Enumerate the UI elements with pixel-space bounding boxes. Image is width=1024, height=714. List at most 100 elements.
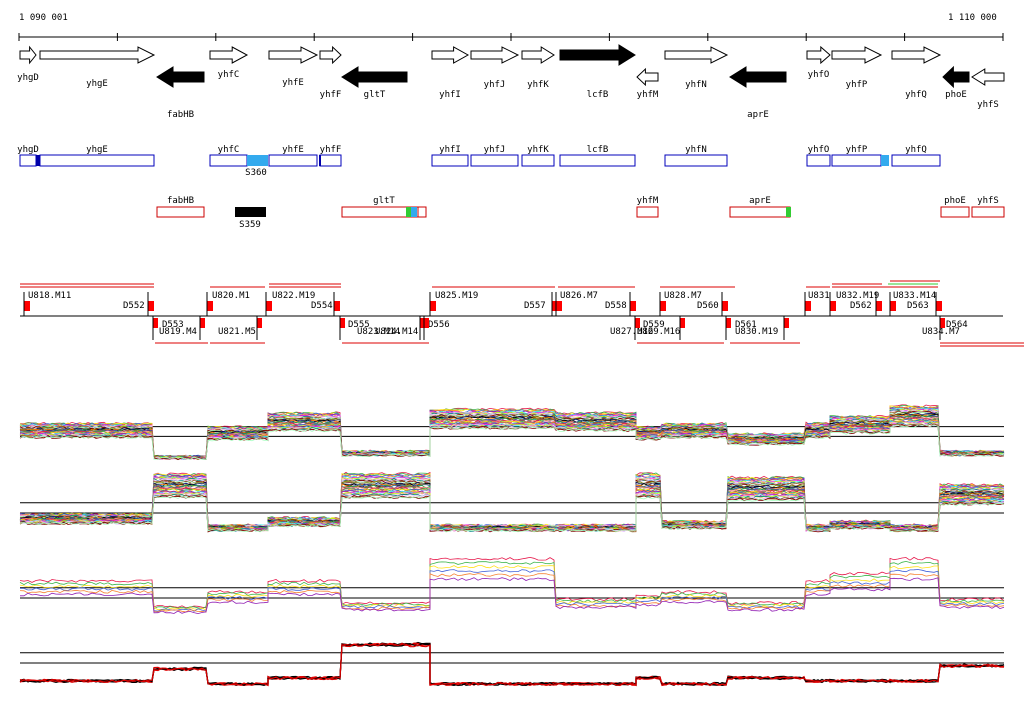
gene-arrow-yhfO [806,45,831,65]
expression-profile-line [19,642,1005,687]
segment-break-marker [635,318,640,328]
expression-profile-line [19,569,1005,612]
segment-label-lower: U829.M16 [637,327,680,337]
gene-label-yhgD: yhgD [17,73,39,83]
gene-label-yhfQ: yhfQ [905,90,927,100]
segment-label-upper: U818.M11 [28,291,71,301]
operon-plus-label-yhfN: yhfN [685,145,707,155]
segment-break-marker [680,318,685,328]
segment-break-marker [420,318,425,328]
coordinate-start: 1 090 001 [19,13,68,23]
segment-label-upper: D563 [907,301,929,311]
segment-break-marker [726,318,731,328]
segment-break-marker [630,301,636,311]
regulatory-site-cyan [881,155,889,166]
operon-plus-label-yhfK: yhfK [527,145,549,155]
regulatory-site-green [406,207,412,217]
segment-break-marker [784,318,789,328]
segment-label-upper: D558 [605,301,627,311]
expression-panel [19,404,1005,461]
segment-break-marker [722,301,728,311]
segment-label-upper: D552 [123,301,145,311]
gene-label-fabHB: fabHB [167,110,194,120]
operon-minus-fragment [417,206,427,218]
gene-arrow-yhfI [431,46,470,64]
segment-break-marker [24,301,30,311]
segment-break-marker [334,301,340,311]
gene-arrow-yhfK [521,46,555,64]
operon-plus-yhfK [521,154,555,167]
operon-plus-yhfI [431,154,469,167]
segment-label-upper: D554 [311,301,333,311]
operon-plus-yhfE [268,154,318,167]
operon-minus-fabHB [156,206,205,218]
operon-minus-yhfM [636,206,659,218]
regulatory-site-cyan [411,207,417,217]
segment-break-marker [148,301,154,311]
gene-label-yhfP: yhfP [846,80,868,90]
regulatory-site-label-S359: S359 [239,220,261,230]
gene-arrow-yhfC [209,46,249,64]
segment-label-lower: D556 [428,320,450,330]
expression-panel [19,556,1005,615]
operon-plus-yhfJ [470,154,519,167]
regulatory-site-label-S360: S360 [245,168,267,178]
segment-break-marker [660,301,666,311]
segment-break-marker [940,318,945,328]
expression-profile-line [19,478,1005,529]
operon-minus-label-phoE: phoE [944,196,966,206]
operon-minus-label-aprE: aprE [749,196,771,206]
segment-break-marker [430,301,436,311]
segment-label-upper: U833.M14 [893,291,936,301]
gene-arrow-yhfE [268,46,319,64]
operon-plus-yhfN [664,154,728,167]
segment-label-lower: D559 [643,320,665,330]
operon-plus-marker [36,155,40,166]
segment-label-upper: U831 [808,291,830,301]
operon-plus-yhgD [19,154,37,167]
segment-label-lower: D555 [348,320,370,330]
regulatory-site-cyan [247,155,268,166]
segment-label-upper: U826.M7 [560,291,598,301]
gene-arrow-yhgE [39,46,156,64]
expression-profile-line [19,421,1005,460]
operon-plus-yhfF [319,154,342,167]
operon-plus-label-lcfB: lcfB [587,145,609,155]
gene-arrow-yhfP [831,46,883,64]
gene-label-yhfM: yhfM [637,90,659,100]
operon-plus-label-yhfP: yhfP [846,145,868,155]
coordinate-end: 1 110 000 [948,13,997,23]
gene-label-yhfF: yhfF [320,90,342,100]
expression-profile-line [19,642,1005,687]
expression-profile-line [19,556,1005,609]
expression-profile-line [19,479,1005,529]
gene-arrow-yhfF [319,45,342,65]
operon-plus-label-yhfF: yhfF [320,145,342,155]
segment-label-lower: U830.M19 [735,327,778,337]
operon-plus-yhfQ [891,154,941,167]
segment-label-upper: D560 [697,301,719,311]
segment-break-marker [257,318,262,328]
gene-label-gltT: gltT [364,90,386,100]
operon-plus-lcfB [559,154,636,167]
gene-arrow-yhgD [19,45,37,65]
segment-break-marker [552,301,558,311]
segment-break-marker [876,301,882,311]
gene-arrow-gltT [341,66,408,88]
gene-arrow-aprE [729,66,787,88]
expression-profile-line [19,565,1005,611]
gene-label-yhfC: yhfC [218,70,240,80]
segment-label-upper: U828.M7 [664,291,702,301]
segment-label-lower: D553 [162,320,184,330]
expression-profile-line [19,421,1005,460]
gene-label-yhfN: yhfN [685,80,707,90]
segment-label-lower: U834.M7 [922,327,960,337]
gene-label-yhfK: yhfK [527,80,549,90]
gene-arrow-phoE [942,65,970,89]
segment-label-lower: D561 [735,320,757,330]
expression-profile-line [19,642,1005,687]
regulatory-site-green [786,207,791,217]
operon-plus-label-yhfQ: yhfQ [905,145,927,155]
expression-panel [19,471,1005,533]
